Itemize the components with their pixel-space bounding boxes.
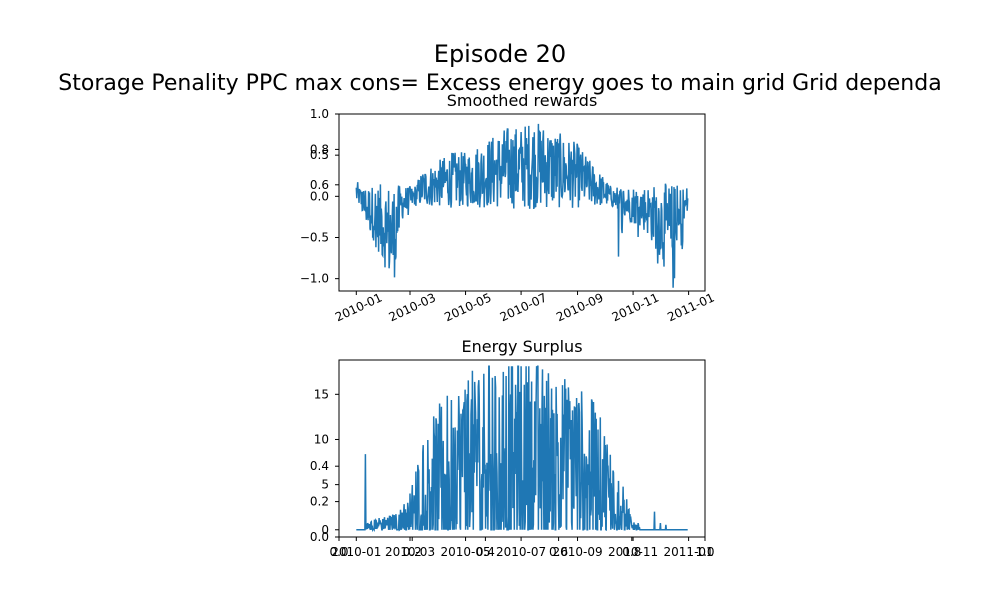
x-tick-label: 2010-11 xyxy=(610,290,661,324)
y-tick-label: 5 xyxy=(321,478,329,492)
y-tick-label: 0.5 xyxy=(310,148,329,162)
overlay-y-tick-label: 0.0 xyxy=(310,530,329,544)
overlay-y-tick-label: 0.4 xyxy=(310,459,329,473)
x-tick-label: 2010-01 xyxy=(331,545,381,559)
y-tick-label: 1.0 xyxy=(310,107,329,121)
overlay-x-tick-label: 0.2 xyxy=(403,545,422,559)
overlay-x-tick-label: 0.0 xyxy=(329,545,348,559)
y-tick-label: 10 xyxy=(314,432,329,446)
x-tick-label: 2010-03 xyxy=(385,545,435,559)
rewards-panel: Smoothed rewards 1.0 0.5 0.0 −0.5 −1.0 0.8 0.6… xyxy=(300,91,717,324)
overlay-y-tick-label: 0.2 xyxy=(310,495,329,509)
rewards-series-line xyxy=(355,123,689,288)
y-tick-label: 0 xyxy=(321,523,329,537)
x-tick-label: 2010-09 xyxy=(552,545,602,559)
overlay-x-tick-label: 0.6 xyxy=(549,545,568,559)
rewards-chart-title: Smoothed rewards xyxy=(447,91,598,110)
y-tick-label: −0.5 xyxy=(300,230,329,244)
axes-frame xyxy=(338,359,706,538)
overlay-x-tick-label: 0.8 xyxy=(622,545,641,559)
x-tick-label: 2011-01 xyxy=(664,545,714,559)
x-tick-label: 2010-11 xyxy=(608,545,658,559)
overlay-x-tick-label: 1.0 xyxy=(695,545,714,559)
figure-subtitle: Storage Penality PPC max cons= Excess en… xyxy=(58,71,941,96)
overlay-y-tick-label: 0.6 xyxy=(310,178,329,192)
x-tick-label: 2011-01 xyxy=(665,290,716,324)
energy-surplus-series-line xyxy=(356,365,688,533)
axes-frame xyxy=(338,113,706,292)
x-tick-label: 2010-07 xyxy=(498,290,549,324)
energy-chart-title: Energy Surplus xyxy=(461,337,582,356)
x-tick-label: 2010-01 xyxy=(333,290,384,324)
figure-title: Episode 20 xyxy=(434,40,566,68)
x-tick-label: 2010-09 xyxy=(554,290,605,324)
y-tick-label: 0.0 xyxy=(310,189,329,203)
y-tick-label: 15 xyxy=(314,387,329,401)
energy-surplus-panel: Energy Surplus 0 5 10 15 0.0 0.2 0.4 2010-01 201… xyxy=(310,337,715,559)
y-tick-label: −1.0 xyxy=(300,272,329,286)
overlay-x-tick-label: 0.4 xyxy=(476,545,495,559)
x-tick-label: 2010-03 xyxy=(387,290,438,324)
x-tick-label: 2010-05 xyxy=(442,290,493,324)
x-tick-label: 2010-07 xyxy=(496,545,546,559)
x-tick-label: 2010-05 xyxy=(440,545,490,559)
overlay-y-tick-label: 0.8 xyxy=(310,142,329,156)
